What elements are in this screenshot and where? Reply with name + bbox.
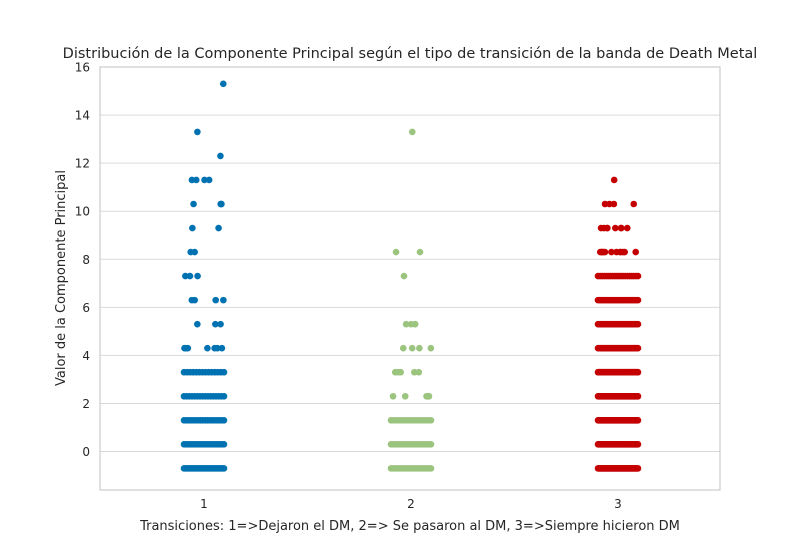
- data-point: [194, 128, 201, 136]
- data-point: [634, 392, 642, 400]
- data-point: [220, 392, 228, 400]
- data-point: [205, 176, 213, 184]
- data-point: [411, 320, 419, 328]
- data-point: [608, 248, 615, 256]
- data-point: [416, 248, 424, 256]
- x-tick-label: 3: [614, 497, 622, 511]
- data-point: [217, 152, 224, 160]
- data-point: [634, 441, 642, 448]
- data-point: [610, 176, 618, 184]
- y-tick-label: 10: [75, 205, 90, 219]
- data-points: [180, 80, 642, 472]
- y-tick-label: 14: [75, 109, 90, 123]
- data-point: [401, 392, 409, 400]
- data-point: [220, 441, 228, 448]
- data-point: [194, 320, 201, 328]
- data-point: [182, 272, 189, 280]
- data-point: [616, 248, 624, 256]
- data-point: [400, 272, 408, 280]
- y-axis-label: Valor de la Componente Principal: [54, 170, 69, 386]
- y-tick-label: 6: [82, 301, 90, 315]
- data-point: [219, 80, 227, 88]
- data-point: [634, 417, 642, 424]
- data-point: [634, 465, 642, 472]
- data-point: [634, 368, 642, 376]
- x-axis-label: Transiciones: 1=>Dejaron el DM, 2=> Se p…: [139, 519, 680, 534]
- data-point: [618, 224, 625, 232]
- data-point: [204, 344, 211, 352]
- data-point: [220, 465, 228, 472]
- data-point: [611, 224, 619, 232]
- data-point: [411, 368, 418, 376]
- data-point: [218, 200, 225, 208]
- data-point: [220, 296, 227, 304]
- data-point: [194, 272, 201, 280]
- data-point: [394, 368, 402, 376]
- y-tick-label: 0: [82, 445, 90, 459]
- data-point: [634, 296, 642, 304]
- data-point: [623, 224, 631, 232]
- data-point: [220, 368, 228, 376]
- data-point: [191, 296, 198, 304]
- data-point: [634, 272, 642, 280]
- data-point: [632, 248, 639, 256]
- y-tick-label: 4: [82, 349, 90, 363]
- data-point: [182, 344, 190, 352]
- data-point: [408, 128, 416, 136]
- x-tick-labels: 1 2 3: [200, 497, 622, 511]
- data-point: [217, 320, 224, 328]
- data-point: [399, 344, 407, 352]
- y-tick-label: 2: [82, 397, 90, 411]
- y-tick-label: 16: [75, 61, 90, 75]
- data-point: [212, 296, 220, 304]
- data-point: [630, 200, 638, 208]
- data-point: [218, 344, 226, 352]
- data-point: [392, 248, 400, 256]
- data-point: [427, 441, 435, 448]
- data-point: [186, 272, 194, 280]
- data-point: [604, 224, 611, 232]
- data-point: [215, 224, 222, 232]
- data-point: [220, 417, 228, 424]
- data-point: [634, 320, 642, 328]
- data-point: [212, 320, 219, 328]
- data-point: [423, 392, 430, 400]
- x-tick-label: 1: [200, 497, 208, 511]
- y-tick-labels: 0 2 4 6 8 10 12 14 16: [75, 61, 90, 460]
- data-point: [408, 344, 416, 352]
- data-point: [597, 224, 605, 232]
- data-point: [389, 392, 397, 400]
- data-point: [188, 176, 196, 184]
- data-point: [427, 465, 435, 472]
- data-point: [634, 344, 642, 352]
- data-point: [427, 417, 435, 424]
- data-point: [187, 248, 194, 256]
- data-point: [189, 224, 196, 232]
- plot-frame: [99, 66, 721, 491]
- data-point: [598, 248, 606, 256]
- data-point: [416, 344, 423, 352]
- y-tick-label: 12: [75, 157, 90, 171]
- y-tick-label: 8: [82, 253, 90, 267]
- data-point: [427, 344, 435, 352]
- chart-title: Distribución de la Componente Principal …: [63, 46, 758, 62]
- data-point: [601, 200, 609, 208]
- data-point: [190, 200, 197, 208]
- data-point: [211, 344, 218, 352]
- data-point: [201, 176, 208, 184]
- data-point: [402, 320, 410, 328]
- x-tick-label: 2: [407, 497, 415, 511]
